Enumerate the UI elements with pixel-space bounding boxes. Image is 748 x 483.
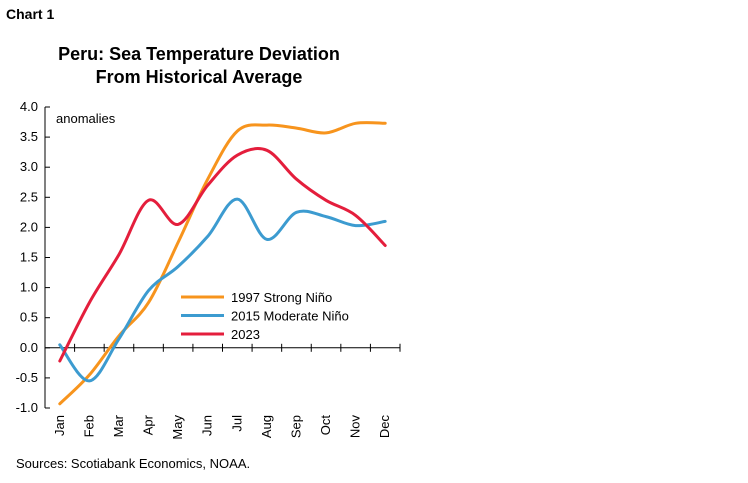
series-line-1 xyxy=(58,121,387,406)
y-tick-label: 4.0 xyxy=(20,99,38,114)
y-tick-label: 2.5 xyxy=(20,189,38,204)
series-line-3 xyxy=(58,147,387,363)
x-tick-label: May xyxy=(170,415,185,440)
x-tick-label: Feb xyxy=(81,415,96,437)
y-tick-label: -0.5 xyxy=(16,370,38,385)
x-tick-label: Oct xyxy=(318,415,333,436)
x-tick-label: Apr xyxy=(141,414,156,435)
chart-subtitle: From Historical Average xyxy=(96,67,303,87)
series-line-2 xyxy=(58,197,387,383)
y-tick-label: 1.0 xyxy=(20,280,38,295)
source-note: Sources: Scotiabank Economics, NOAA. xyxy=(16,456,251,471)
y-tick-label: 0.5 xyxy=(20,310,38,325)
y-tick-label: 1.5 xyxy=(20,250,38,265)
x-tick-label: Jun xyxy=(200,415,215,436)
y-tick-label: 0.0 xyxy=(20,340,38,355)
x-tick-label: Aug xyxy=(259,415,274,438)
legend-label: 1997 Strong Niño xyxy=(231,290,332,305)
x-tick-label: Mar xyxy=(111,414,126,437)
x-tick-label: Dec xyxy=(377,415,392,439)
y-tick-label: 3.0 xyxy=(20,159,38,174)
legend-label: 2015 Moderate Niño xyxy=(231,309,349,324)
chart-number-label: Chart 1 xyxy=(6,6,55,22)
y-tick-label: 3.5 xyxy=(20,129,38,144)
unit-label: anomalies xyxy=(56,111,116,126)
y-tick-label: -1.0 xyxy=(16,400,38,415)
x-tick-label: Jul xyxy=(229,415,244,432)
legend-label: 2023 xyxy=(231,327,260,342)
x-tick-label: Sep xyxy=(288,415,303,438)
x-tick-label: Nov xyxy=(348,415,363,439)
chart-title: Peru: Sea Temperature Deviation xyxy=(58,44,340,64)
y-tick-label: 2.0 xyxy=(20,219,38,234)
x-tick-label: Jan xyxy=(52,415,67,436)
